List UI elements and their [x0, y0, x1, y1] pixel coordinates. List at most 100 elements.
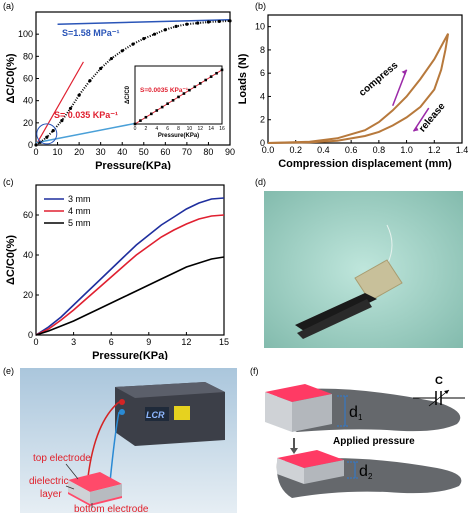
x-tick-label: 0.8 [373, 145, 386, 155]
x-tick-label: 1.4 [456, 145, 469, 155]
plot-frame [267, 14, 463, 144]
inset-point [177, 95, 180, 99]
inset-point [204, 78, 207, 82]
y-axis-title: ΔC/C0(%) [5, 53, 17, 103]
inset-x-tick: 10 [187, 126, 193, 132]
y-tick-label: 80 [23, 51, 33, 61]
annotation-slope-low: S= 0.035 KPa⁻¹ [54, 110, 118, 120]
inset-x-tick: 0 [134, 126, 137, 132]
y-tick-label: 60 [23, 74, 33, 84]
svg-text:1: 1 [358, 413, 363, 422]
label-dielectric: dielectric [29, 476, 68, 487]
label-compress: compress [357, 60, 401, 99]
block1-top [265, 384, 332, 402]
applied-pressure-label: Applied pressure [333, 436, 415, 447]
inset-x-tick: 12 [197, 126, 203, 132]
chart-a: 0 10 20 30 40 50 60 70 80 90020406080100Pressure(… [5, 11, 235, 170]
fit-line-1 [35, 61, 84, 146]
y-tick-label: 40 [23, 250, 33, 260]
panel-c: (c) 0 3 6 9 12 15 0 20 40 60 Pressure(KPa) ΔC/C0(%)… [3, 177, 229, 360]
panel-d: (d) [255, 177, 463, 348]
x-axis-title: Pressure(KPa) [95, 160, 171, 170]
x-tick-label: 3 [71, 337, 76, 347]
tweezer-lower [297, 299, 372, 339]
fit-line-2 [35, 120, 144, 144]
inset-point [220, 68, 224, 72]
series-line [35, 214, 225, 336]
release-arrowhead [413, 126, 419, 132]
x-tick-label: 0 [33, 337, 38, 347]
highlight-circle [36, 123, 58, 145]
fit-line-0 [57, 19, 231, 25]
x-tick-label: 1.0 [400, 145, 413, 155]
inset-point [209, 75, 213, 78]
x-tick-label: 15 [219, 337, 229, 347]
lcr-port-red [119, 399, 125, 405]
lcr-meter [115, 382, 225, 446]
inset-point [150, 112, 153, 116]
x-tick-label: 40 [117, 147, 127, 157]
inset-y-title: ΔC/C0 [125, 85, 131, 104]
x-tick-label: 6 [109, 337, 114, 347]
y-tick-label: 10 [255, 22, 265, 32]
y-tick-label: 6 [260, 68, 265, 78]
bottom-electrode-shape [68, 492, 122, 506]
block2-top [277, 450, 344, 468]
dielectric-shape [68, 480, 90, 504]
inset-annotation: S=0.0035 KPa⁻¹ [140, 87, 188, 94]
panel-e-label: (e) [3, 366, 14, 376]
x-tick-label: 60 [160, 147, 170, 157]
y-tick-label: 4 [260, 91, 265, 101]
panel-f-label: (f) [250, 366, 259, 376]
inset-point [193, 85, 197, 89]
x-tick-label: 90 [225, 147, 235, 157]
lcr-port-blue [119, 409, 125, 415]
inset-point [182, 92, 186, 95]
x-tick-label: 0.0 [262, 145, 275, 155]
x-tick-label: 0.4 [317, 145, 330, 155]
inset-point [160, 105, 164, 109]
x-tick-label: 10 [53, 147, 63, 157]
data-point [142, 37, 146, 41]
inset-x-tick: 2 [144, 126, 147, 132]
x-tick-label: 80 [203, 147, 213, 157]
y-tick-label: 60 [23, 210, 33, 220]
data-point [228, 19, 232, 23]
lcr-button [174, 406, 190, 420]
panel-c-label: (c) [3, 177, 14, 187]
x-tick-label: 1.2 [428, 145, 441, 155]
x-tick-label: 12 [181, 337, 191, 347]
legend-label: 5 mm [68, 218, 91, 228]
x-tick-label: 0.6 [345, 145, 358, 155]
curve-compress [267, 33, 449, 144]
x-tick-label: 30 [96, 147, 106, 157]
tweezer-upper [295, 293, 377, 333]
x-tick-label: 0 [33, 147, 38, 157]
wire-blue [109, 411, 120, 483]
inset-x-tick: 14 [208, 126, 214, 132]
capacitance-label: C [435, 375, 443, 387]
x-tick-label: 0.2 [289, 145, 302, 155]
x-tick-label: 50 [139, 147, 149, 157]
chart-b: 0.0 0.2 0.4 0.6 0.8 1.0 1.2 1.4 0 2 4 6 8 10 Compressi… [237, 14, 469, 170]
inset-point [188, 88, 191, 92]
wire-red [87, 401, 120, 478]
y-tick-label: 20 [23, 290, 33, 300]
panel-a: (a) 0 10 20 30 40 50 60 70 80 90020406080100Press… [3, 1, 235, 170]
panel-d-label: (d) [255, 177, 266, 187]
x-tick-label: 20 [74, 147, 84, 157]
y-axis-title: Loads (N) [237, 53, 249, 104]
inset-point [198, 82, 202, 85]
y-tick-label: 0 [28, 140, 33, 150]
inset-x-tick: 8 [177, 126, 180, 132]
y-tick-label: 0 [28, 330, 33, 340]
y-tick-label: 8 [260, 45, 265, 55]
panel-a-label: (a) [3, 1, 14, 11]
inset-point [166, 102, 169, 105]
inset-point [139, 119, 142, 122]
curve-release [267, 33, 450, 144]
inset-x-tick: 6 [166, 126, 169, 132]
panel-f: (f) d 1 d 2 Applied pressure C [250, 366, 474, 513]
y-tick-label: 0 [260, 138, 265, 148]
x-tick-label: 70 [182, 147, 192, 157]
